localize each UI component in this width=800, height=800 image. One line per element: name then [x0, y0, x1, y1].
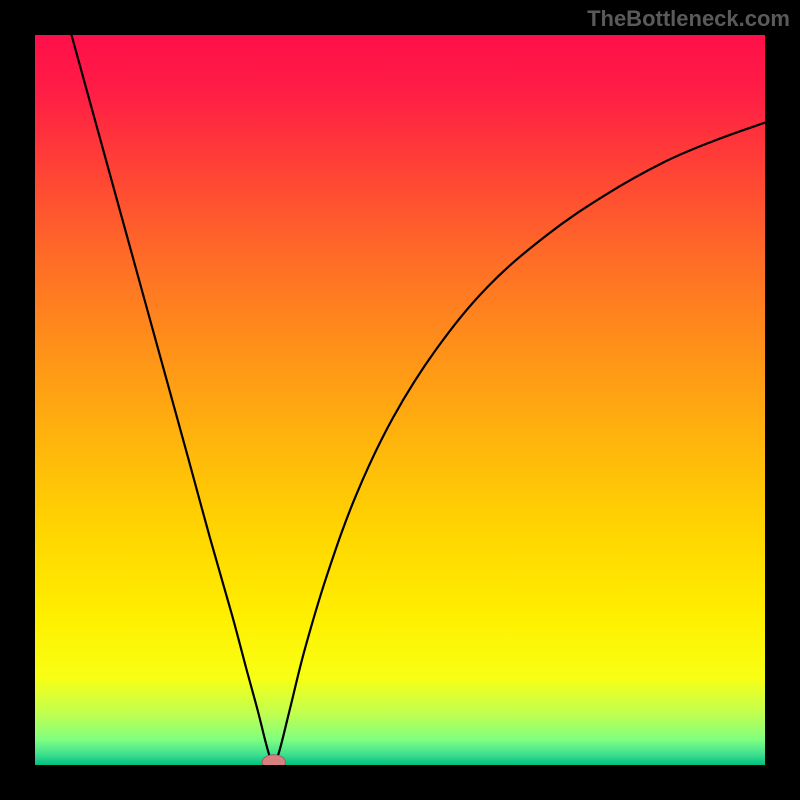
plot-svg	[35, 35, 765, 765]
plot-area	[35, 35, 765, 765]
chart-container: TheBottleneck.com	[0, 0, 800, 800]
gradient-background	[35, 35, 765, 765]
watermark-text: TheBottleneck.com	[587, 6, 790, 32]
